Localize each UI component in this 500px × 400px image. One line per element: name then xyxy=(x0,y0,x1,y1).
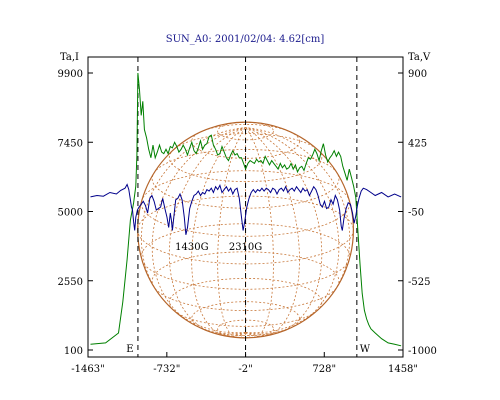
right-axis-label: Ta,V xyxy=(408,52,431,63)
x-tick-label: -1463" xyxy=(71,364,104,375)
right-tick-label: 900 xyxy=(408,69,427,80)
left-tick-label: 5000 xyxy=(58,208,83,219)
left-tick-label: 2550 xyxy=(58,277,83,288)
left-tick-label: 9900 xyxy=(58,69,83,80)
right-tick-label: -1000 xyxy=(408,346,437,357)
left-tick-label: 7450 xyxy=(58,138,83,149)
longitude-line xyxy=(245,127,274,338)
annotations: 1430G 2310G xyxy=(175,242,262,253)
longitude-line xyxy=(245,127,340,335)
limb-marker-label: W xyxy=(360,344,371,355)
longitude-line xyxy=(140,127,246,334)
series-line xyxy=(90,183,402,235)
series-line xyxy=(90,72,402,347)
x-tick-label: 728" xyxy=(312,364,336,375)
axes: 100 2550 5000 7450 9900 -1000 -525 -50 425 900 -14… xyxy=(58,69,437,375)
longitude-line xyxy=(245,127,323,336)
latitude-line xyxy=(151,251,340,311)
right-tick-label: 425 xyxy=(408,138,427,149)
region-label: 2310G xyxy=(229,242,262,253)
region-label: 1430G xyxy=(175,242,208,253)
longitude-line xyxy=(245,127,300,337)
latitude-line xyxy=(191,301,300,337)
latitude-line xyxy=(191,123,300,159)
longitude-line xyxy=(151,127,246,335)
left-tick-label: 100 xyxy=(64,346,83,357)
data-series xyxy=(90,72,402,347)
longitude-line xyxy=(217,127,246,338)
limb-marker-label: E xyxy=(126,344,133,355)
right-tick-label: -525 xyxy=(408,277,430,288)
x-tick-label: 1458" xyxy=(388,364,418,375)
x-tick-label: -732" xyxy=(153,364,180,375)
longitude-line xyxy=(245,127,351,334)
right-tick-label: -50 xyxy=(408,208,424,219)
longitude-line xyxy=(168,127,246,336)
longitude-line xyxy=(191,127,246,337)
chart-title: SUN_A0: 2001/02/04: 4.62[cm] xyxy=(166,34,325,45)
left-axis-label: Ta,I xyxy=(60,52,79,63)
x-tick-label: -2" xyxy=(238,364,252,375)
